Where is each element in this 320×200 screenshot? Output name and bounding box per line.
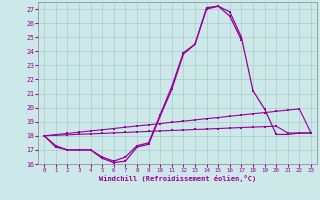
X-axis label: Windchill (Refroidissement éolien,°C): Windchill (Refroidissement éolien,°C) <box>99 175 256 182</box>
